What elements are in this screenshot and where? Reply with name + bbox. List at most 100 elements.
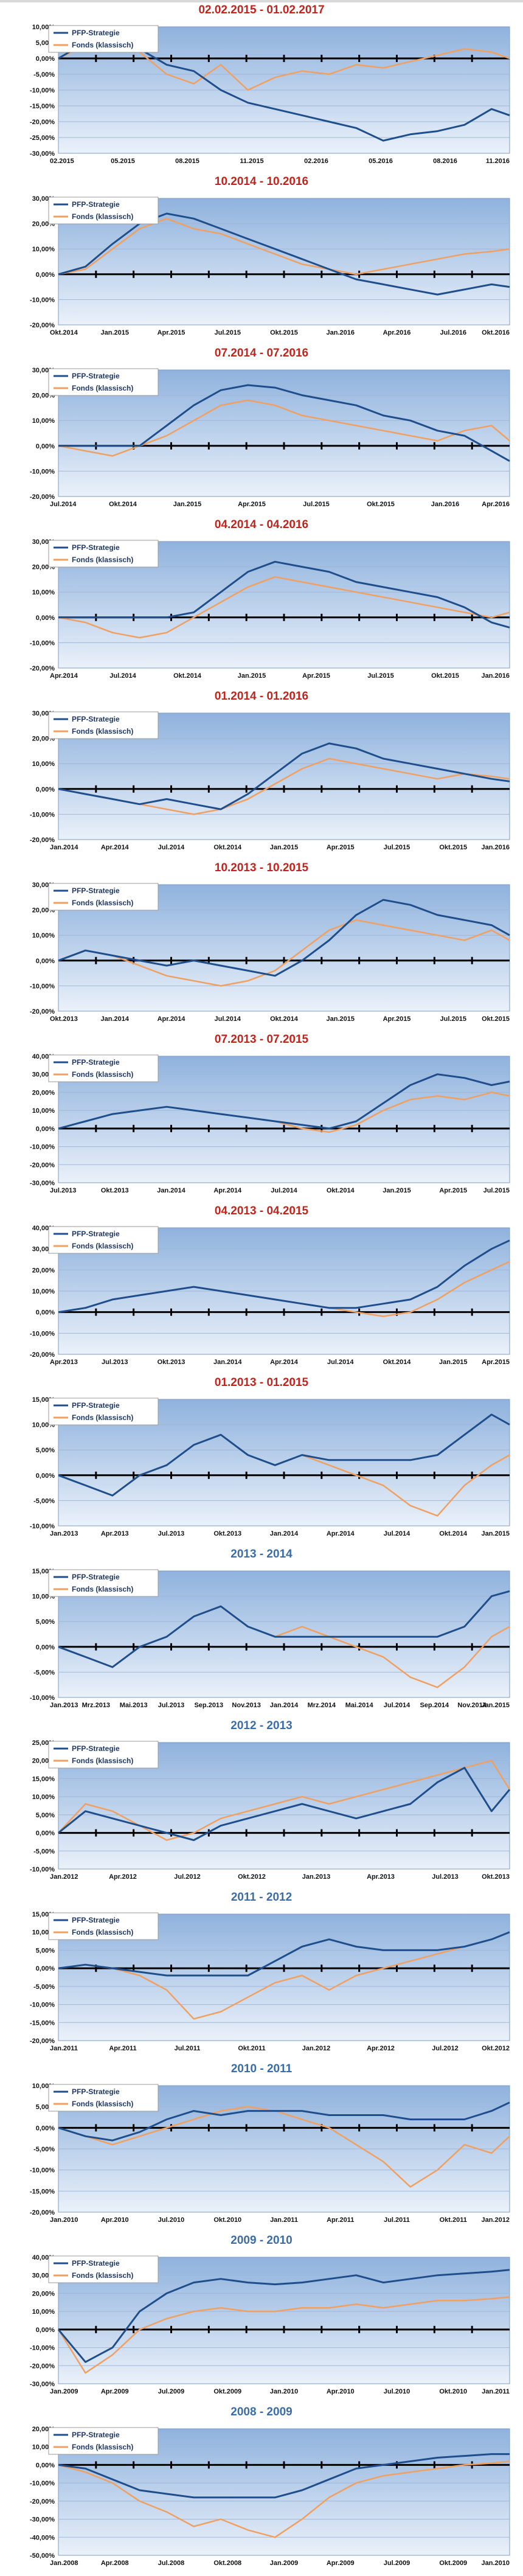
x-tick-label: Jan.2014 xyxy=(101,1015,130,1023)
x-tick-label: 02.2015 xyxy=(50,158,74,165)
x-tick-label: Jul.2010 xyxy=(384,2388,410,2395)
x-tick-label: Okt.2013 xyxy=(482,1873,510,1881)
y-tick-label: 10,00% xyxy=(32,589,55,596)
y-tick-label: -5,00% xyxy=(33,1669,55,1676)
y-tick-label: -20,00% xyxy=(30,837,55,844)
chart-panel: 2011 - 2012 15,00% 10,00% 5,00% 0,00% -5,00% -… xyxy=(0,1890,523,2061)
x-tick-label: Apr.2015 xyxy=(238,501,266,508)
legend-label: PFP-Strategie xyxy=(72,1744,120,1753)
x-tick-label: Nov.2014 xyxy=(457,1702,487,1709)
y-tick-label: -20,00% xyxy=(30,1161,55,1169)
x-tick-label: 08.2016 xyxy=(433,158,457,165)
y-tick-label: 0,00% xyxy=(36,1644,55,1651)
x-tick-label: Jan.2014 xyxy=(50,844,78,851)
x-tick-label: Jan.2009 xyxy=(270,2560,298,2567)
series-line-pfp-strategie xyxy=(58,1767,511,1841)
x-tick-label: Jan.2010 xyxy=(270,2388,298,2395)
legend-label: PFP-Strategie xyxy=(72,200,120,209)
y-tick-label: -10,00% xyxy=(30,1694,55,1702)
y-tick-label: -10,00% xyxy=(30,811,55,818)
y-tick-label: 0,00% xyxy=(36,614,55,622)
x-tick-label: Jan.2008 xyxy=(50,2560,78,2567)
x-tick-label: Okt.2014 xyxy=(439,1530,468,1537)
y-tick-label: -10,00% xyxy=(30,296,55,304)
legend: PFP-Strategie Fonds (klassisch) xyxy=(48,25,159,53)
x-tick-label: Apr.2014 xyxy=(327,1530,355,1537)
x-tick-label: Jan.2013 xyxy=(302,1873,330,1881)
y-tick-label: -10,00% xyxy=(30,2167,55,2174)
x-tick-label: Apr.2016 xyxy=(482,501,510,508)
x-tick-label: Apr.2008 xyxy=(101,2560,129,2567)
chart-title: 10.2014 - 10.2016 xyxy=(214,175,309,188)
y-tick-label: 20,00% xyxy=(32,2290,55,2297)
legend: PFP-Strategie Fonds (klassisch) xyxy=(48,197,159,225)
y-tick-label: 5,00% xyxy=(36,1618,55,1626)
x-tick-label: Okt.2011 xyxy=(440,2216,467,2224)
y-tick-label: -20,00% xyxy=(30,2209,55,2216)
legend-box xyxy=(48,711,159,739)
series-line-pfp-strategie xyxy=(58,560,510,628)
x-tick-label: Okt.2013 xyxy=(50,1015,78,1023)
legend-box xyxy=(48,1741,159,1769)
x-tick-label: Apr.2015 xyxy=(327,844,355,851)
legend: PFP-Strategie Fonds (klassisch) xyxy=(48,1398,159,1426)
legend: PFP-Strategie Fonds (klassisch) xyxy=(48,2255,159,2283)
chart-title: 04.2014 - 04.2016 xyxy=(214,518,309,531)
chart-panel: 10.2013 - 10.2015 30,00% 20,00% 10,00% 0,00%… xyxy=(0,860,523,1032)
x-tick-label: Jan.2014 xyxy=(270,1530,299,1537)
x-tick-label: 05.2016 xyxy=(369,158,393,165)
line-chart: 30,00%20,00%10,00%0,00%-10,00%-20,00%Apr… xyxy=(30,538,510,680)
x-tick-label: 08.2015 xyxy=(175,158,199,165)
y-tick-label: -10,00% xyxy=(30,2002,55,2009)
legend: PFP-Strategie Fonds (klassisch) xyxy=(48,711,159,739)
y-tick-label: 5,00% xyxy=(36,1812,55,1819)
series-line-pfp-strategie xyxy=(58,1931,510,1977)
line-chart: 40,00%30,00%20,00%10,00%0,00%-10,00%-20,… xyxy=(30,1053,510,1194)
y-tick-label: 5,00% xyxy=(36,1947,55,1954)
y-tick-label: 0,00% xyxy=(36,55,55,63)
x-tick-label: Jan.2015 xyxy=(270,844,298,851)
chart-title: 2008 - 2009 xyxy=(230,2406,293,2418)
x-tick-label: Jul.2014 xyxy=(271,1187,297,1194)
x-tick-label: Apr.2015 xyxy=(383,1015,411,1023)
x-tick-label: Jul.2013 xyxy=(50,1187,76,1194)
x-tick-label: Apr.2015 xyxy=(482,1359,510,1366)
legend-box xyxy=(48,25,159,53)
x-tick-label: Jan.2015 xyxy=(482,1702,510,1709)
x-tick-label: Apr.2012 xyxy=(109,1873,137,1881)
chart-panel: 04.2013 - 04.2015 40,00% 30,00% 20,00% 10,00… xyxy=(0,1203,523,1375)
line-chart: 40,00%30,00%20,00%10,00%0,00%-10,00%-20,… xyxy=(30,2254,510,2395)
series-line-fonds-klassisch xyxy=(58,2106,510,2188)
x-tick-label: Okt.2014 xyxy=(327,1187,355,1194)
line-chart: 30,00%20,00%10,00%0,00%-10,00%-20,00%Jan… xyxy=(30,710,510,851)
x-tick-label: Apr.2014 xyxy=(101,844,130,851)
legend-label: Fonds (klassisch) xyxy=(72,212,133,221)
y-tick-label: 10,00% xyxy=(32,1288,55,1295)
y-tick-label: -5,00% xyxy=(33,1983,55,1991)
x-tick-label: Jan.2015 xyxy=(327,1015,355,1023)
line-chart: 30,00%20,00%10,00%0,00%-10,00%-20,00%Jul… xyxy=(30,367,510,508)
x-tick-label: Apr.2014 xyxy=(50,672,78,680)
x-tick-label: Jul.2014 xyxy=(50,501,77,508)
chart-panel: 01.2013 - 01.2015 15,00% 10,00% 5,00% 0,00% -… xyxy=(0,1375,523,1547)
x-tick-label: Jan.2015 xyxy=(439,1359,467,1366)
x-tick-label: Okt.2014 xyxy=(383,1359,412,1366)
series-line-fonds-klassisch xyxy=(57,2296,510,2374)
legend-box xyxy=(48,1054,159,1082)
y-tick-label: -10,00% xyxy=(30,983,55,990)
x-tick-label: Apr.2015 xyxy=(439,1187,467,1194)
x-tick-label: Apr.2012 xyxy=(367,2045,395,2052)
y-tick-label: -5,00% xyxy=(33,2146,55,2153)
x-tick-label: Jan.2015 xyxy=(173,501,201,508)
x-tick-label: Jan.2013 xyxy=(50,1702,78,1709)
legend: PFP-Strategie Fonds (klassisch) xyxy=(48,540,159,568)
series-line-pfp-strategie xyxy=(57,2269,510,2363)
legend-label: PFP-Strategie xyxy=(72,2087,120,2096)
series-line-pfp-strategie xyxy=(58,1590,510,1668)
y-tick-label: 20,00% xyxy=(32,1267,55,1274)
line-chart: 10,00%5,00%0,00%-5,00%-10,00%-15,00%-20,… xyxy=(30,2083,510,2224)
x-tick-label: Jan.2010 xyxy=(482,2560,510,2567)
x-tick-label: Mai.2014 xyxy=(345,1702,374,1709)
x-tick-label: Jul.2013 xyxy=(158,1702,184,1709)
x-tick-label: Jan.2011 xyxy=(482,2388,510,2395)
